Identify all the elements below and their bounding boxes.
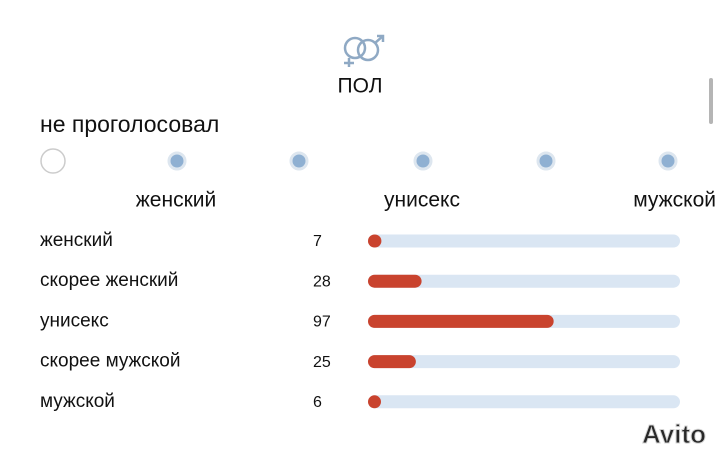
vote-count: 25: [313, 354, 331, 371]
option-label: скорее мужской: [40, 351, 180, 372]
bar: [368, 274, 422, 288]
vote-count: 7: [313, 233, 322, 250]
watermark: Avito: [642, 419, 706, 449]
scale-label: унисекс: [384, 189, 460, 212]
slider-handle[interactable]: [40, 148, 66, 174]
vote-status: не проголосовал: [40, 111, 219, 137]
bar-track: [368, 355, 680, 369]
bar: [368, 395, 381, 409]
bar-track: [368, 274, 680, 288]
scale-label: женский: [136, 189, 216, 212]
bar: [368, 355, 416, 369]
bar-track: [368, 234, 680, 248]
gender-icon: [343, 34, 385, 67]
option-label: скорее женский: [40, 270, 178, 291]
section-title: ПОЛ: [338, 75, 383, 98]
slider-step[interactable]: [413, 151, 433, 171]
vote-count: 28: [313, 273, 331, 290]
scrollbar: [709, 78, 713, 124]
option-label: женский: [40, 230, 113, 251]
bar-track: [368, 395, 680, 409]
slider-step[interactable]: [658, 151, 678, 171]
scale-label: мужской: [633, 189, 716, 212]
vote-count: 97: [313, 314, 331, 331]
slider-steps: [167, 151, 678, 171]
slider-step[interactable]: [289, 151, 309, 171]
bar: [368, 234, 382, 248]
bar: [368, 314, 554, 328]
option-label: унисекс: [40, 310, 109, 331]
vote-count: 6: [313, 394, 322, 411]
slider-step[interactable]: [167, 151, 187, 171]
option-label: мужской: [40, 391, 115, 412]
slider-step[interactable]: [536, 151, 556, 171]
